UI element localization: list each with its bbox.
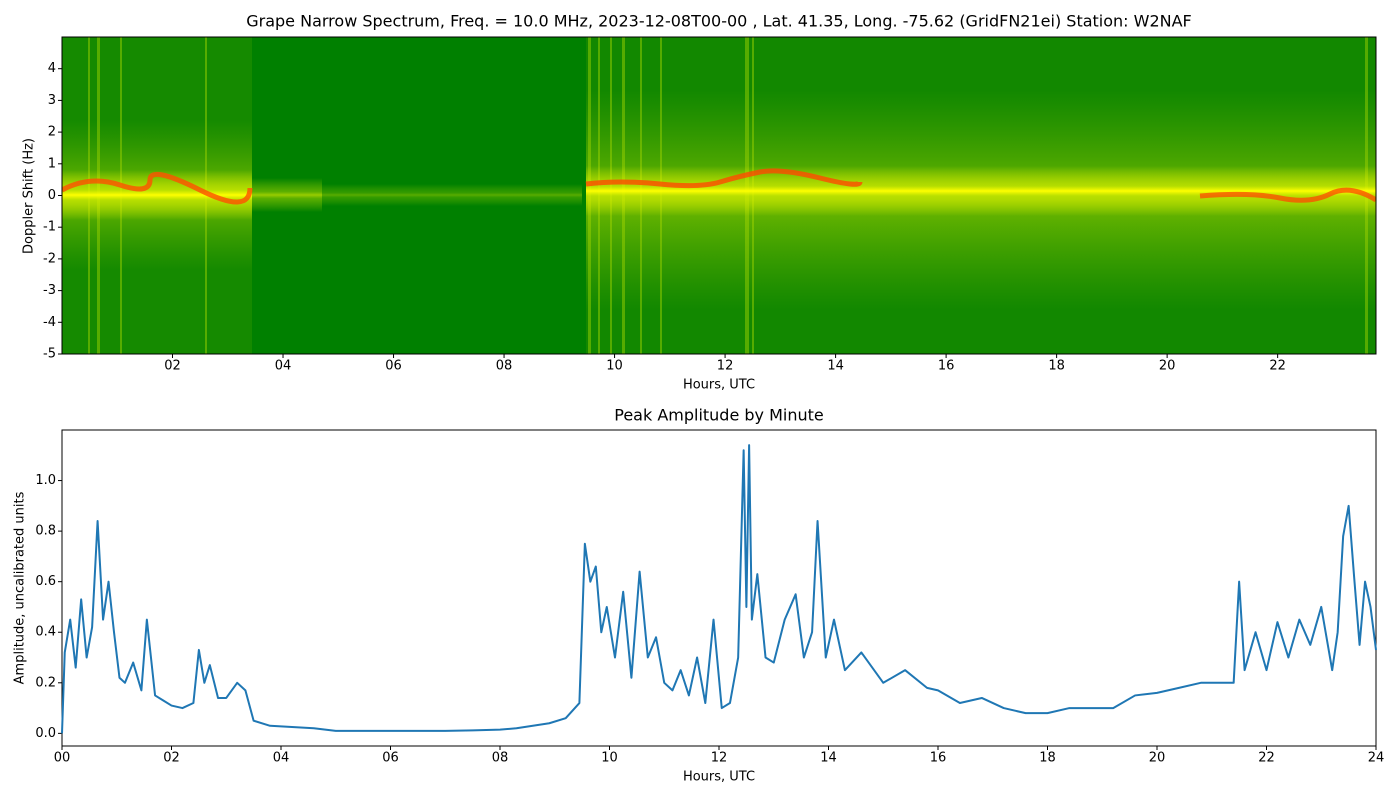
y-tick-label: -3 [43,283,56,298]
y-tick-label: 0.0 [35,726,56,741]
x-tick-label: 18 [1048,359,1065,374]
x-tick-label: 18 [1039,751,1056,766]
x-tick-label: 22 [1258,751,1275,766]
y-tick-label: 0 [48,188,56,203]
x-tick-label: 00 [54,751,71,766]
x-axis-label: Hours, UTC [683,378,755,393]
y-tick-label: -1 [43,220,56,235]
axes-frame [61,429,1377,747]
y-tick-label: 0.4 [35,625,56,640]
y-tick-label: 2 [48,125,56,140]
x-tick-label: 04 [273,751,290,766]
spectrogram-image [62,37,1376,354]
y-tick-label: 4 [48,61,56,76]
y-tick-label: -2 [43,251,56,266]
x-tick-label: 02 [164,359,181,374]
y-tick-label: 1 [48,156,56,171]
x-tick-label: 14 [827,359,844,374]
y-tick-label: 0.6 [35,574,56,589]
y-tick-label: -5 [43,347,56,362]
y-tick-label: 0.8 [35,524,56,539]
y-tick-label: 0.2 [35,675,56,690]
chart-title: Grape Narrow Spectrum, Freq. = 10.0 MHz,… [246,12,1192,31]
x-tick-label: 06 [382,751,399,766]
x-tick-label: 22 [1269,359,1286,374]
x-tick-label: 10 [606,359,623,374]
line-series [61,444,1377,734]
x-axis-label: Hours, UTC [683,770,755,785]
x-tick-label: 10 [601,751,618,766]
x-tick-label: 24 [1368,751,1385,766]
y-tick-label: -4 [43,315,56,330]
x-tick-label: 16 [930,751,947,766]
x-tick-label: 02 [163,751,180,766]
x-tick-label: 20 [1149,751,1166,766]
x-tick-label: 20 [1159,359,1176,374]
y-tick-label: 3 [48,93,56,108]
y-axis-label: Doppler Shift (Hz) [22,138,37,254]
x-tick-label: 14 [820,751,837,766]
x-tick-label: 06 [385,359,402,374]
chart-title: Peak Amplitude by Minute [614,406,824,425]
x-tick-label: 16 [938,359,955,374]
x-tick-label: 12 [717,359,734,374]
x-tick-label: 12 [711,751,728,766]
y-tick-label: 1.0 [35,473,56,488]
x-tick-label: 08 [496,359,513,374]
x-tick-label: 08 [492,751,509,766]
y-axis-label: Amplitude, uncalibrated units [13,491,28,684]
x-tick-label: 04 [275,359,292,374]
